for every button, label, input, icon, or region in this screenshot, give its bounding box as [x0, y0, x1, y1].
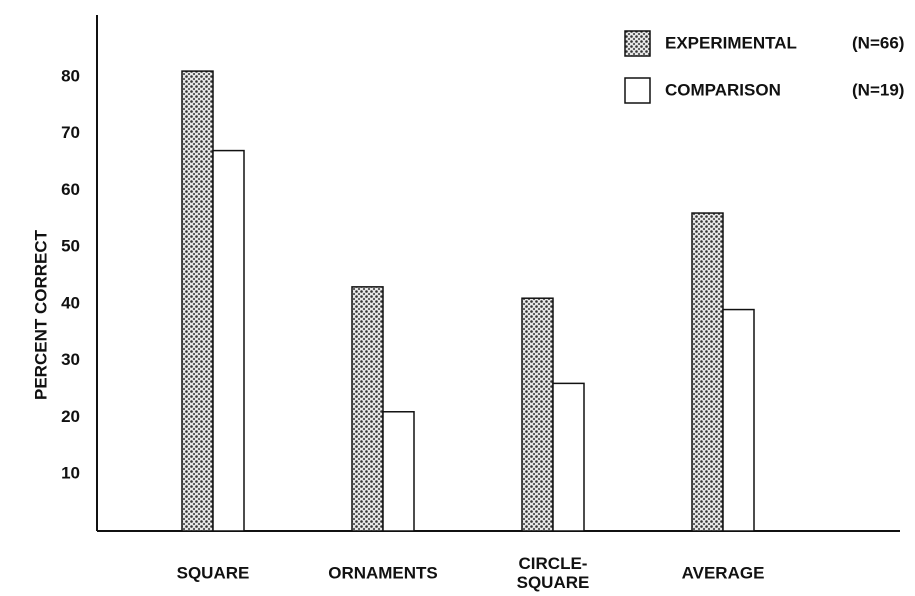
x-tick-label: ORNAMENTS — [328, 563, 438, 582]
bar — [691, 212, 724, 532]
bar — [351, 286, 384, 532]
legend-label: EXPERIMENTAL — [665, 33, 797, 52]
y-tick-label: 80 — [61, 66, 80, 85]
bar — [181, 70, 214, 532]
y-tick-label: 30 — [61, 350, 80, 369]
y-tick-label: 50 — [61, 237, 80, 256]
bar — [521, 297, 554, 532]
x-tick-label: SQUARE — [177, 563, 250, 582]
y-tick-label: 40 — [61, 293, 80, 312]
bar — [212, 149, 245, 532]
legend-n: (N=19) — [852, 80, 904, 99]
bar — [382, 411, 415, 532]
bar — [722, 308, 755, 532]
legend-swatch — [624, 77, 651, 104]
legend-swatch — [624, 30, 651, 57]
y-tick-label: 70 — [61, 123, 80, 142]
x-tick-label: CIRCLE-SQUARE — [517, 554, 590, 592]
y-axis-label: PERCENT CORRECT — [31, 229, 50, 400]
y-tick-label: 10 — [61, 464, 80, 483]
legend-n: (N=66) — [852, 33, 904, 52]
legend-label: COMPARISON — [665, 80, 781, 99]
bar — [552, 382, 585, 532]
y-tick-label: 20 — [61, 407, 80, 426]
x-tick-label: AVERAGE — [682, 563, 765, 582]
y-tick-label: 60 — [61, 180, 80, 199]
